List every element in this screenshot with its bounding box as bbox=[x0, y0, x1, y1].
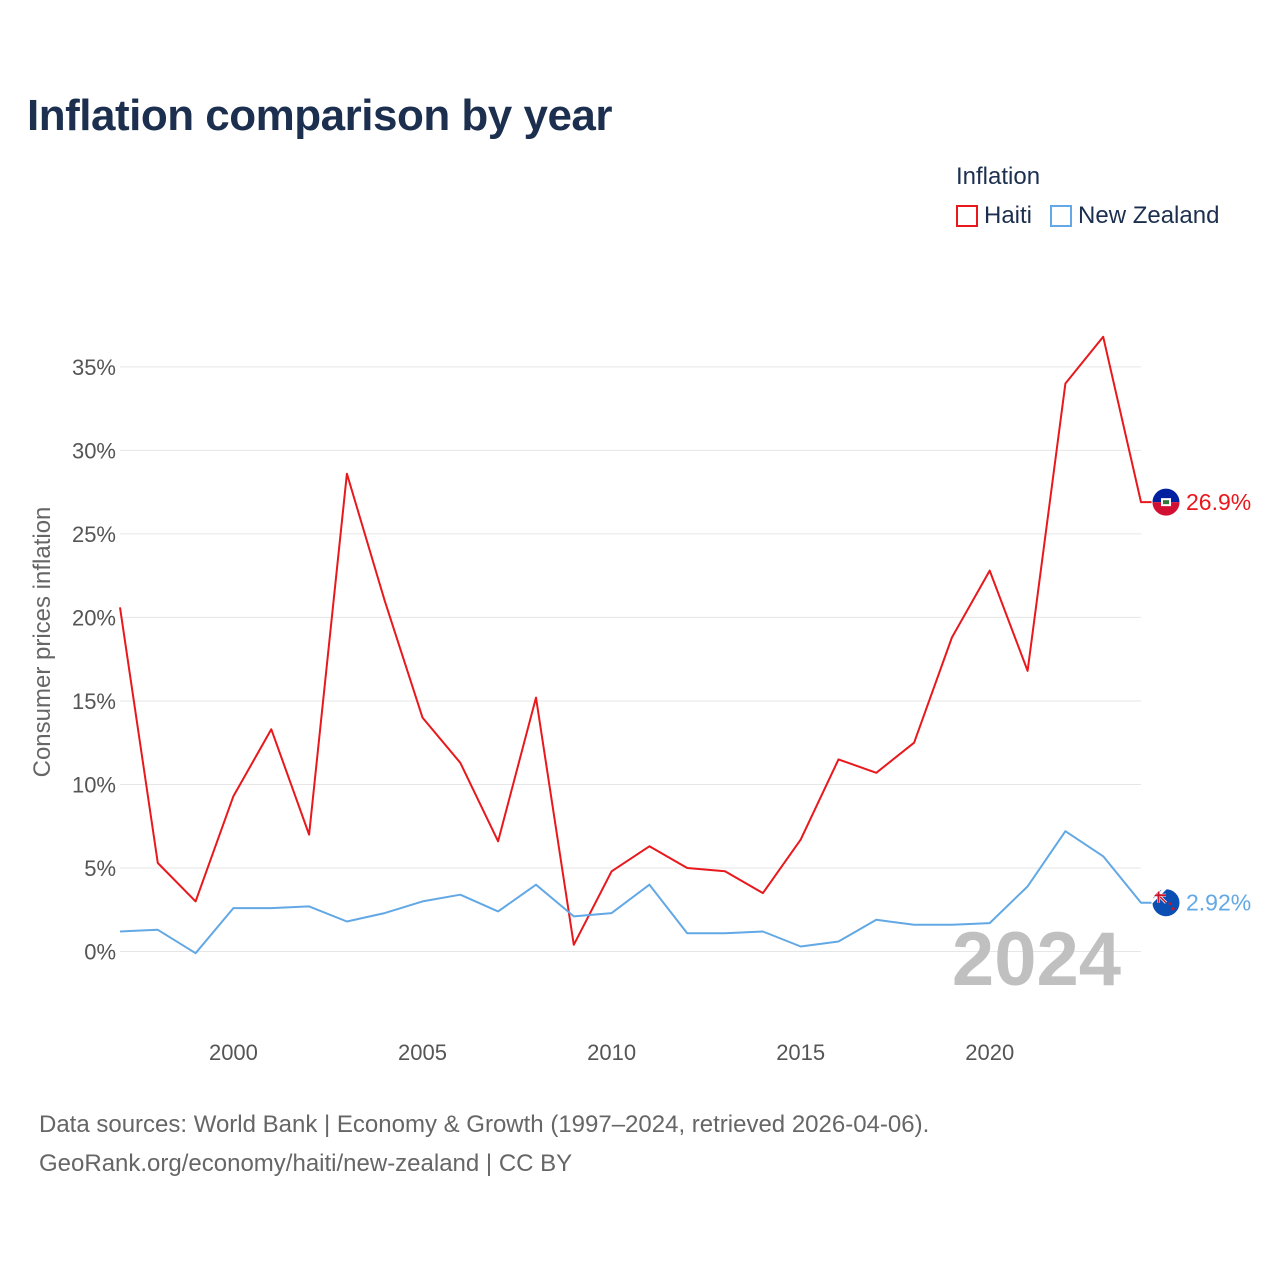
footer-sources: Data sources: World Bank | Economy & Gro… bbox=[39, 1111, 930, 1138]
end-value-label-new-zealand: 2.92% bbox=[1186, 890, 1251, 916]
y-axis-title: Consumer prices inflation bbox=[29, 507, 56, 778]
series-line-new-zealand bbox=[119, 830, 1154, 955]
new-zealand-flag-icon bbox=[1151, 888, 1181, 918]
y-tick-label: 15% bbox=[72, 689, 116, 714]
legend-swatch-new-zealand bbox=[1050, 205, 1073, 227]
y-tick-label: 30% bbox=[72, 438, 116, 463]
legend-item-new-zealand[interactable]: New Zealand bbox=[1050, 202, 1219, 230]
y-tick-label: 20% bbox=[72, 605, 116, 630]
footer: Data sources: World Bank | Economy & Gro… bbox=[39, 1105, 929, 1183]
line-chart: 0% 5% 10% 15% 20% 25% 30% 35% 2000 2005 2010 2015 20… bbox=[29, 335, 1251, 1065]
x-tick-label: 2020 bbox=[965, 1040, 1014, 1065]
x-tick-label: 2015 bbox=[776, 1040, 825, 1065]
legend-swatch-haiti bbox=[956, 205, 978, 227]
haiti-flag-icon bbox=[1151, 487, 1181, 517]
series-line-haiti bbox=[119, 335, 1154, 946]
y-tick-label: 35% bbox=[72, 355, 116, 380]
legend-title: Inflation bbox=[956, 163, 1041, 190]
x-tick-label: 2000 bbox=[209, 1040, 258, 1065]
y-tick-label: 0% bbox=[84, 940, 116, 965]
x-tick-label: 2010 bbox=[587, 1040, 636, 1065]
y-tick-label: 5% bbox=[84, 856, 116, 881]
year-watermark: 2024 bbox=[952, 917, 1121, 1002]
legend-item-haiti[interactable]: Haiti bbox=[956, 202, 1032, 230]
legend-items: Haiti New Zealand bbox=[956, 202, 1219, 230]
chart-title: Inflation comparison by year bbox=[27, 91, 613, 140]
legend: Inflation Haiti New Zealand bbox=[956, 160, 1219, 230]
legend-label-new-zealand: New Zealand bbox=[1078, 202, 1220, 229]
y-tick-label: 10% bbox=[72, 772, 116, 797]
footer-link[interactable]: GeoRank.org/economy/haiti/new-zealand | … bbox=[39, 1150, 573, 1177]
legend-label-haiti: Haiti bbox=[984, 202, 1033, 229]
x-tick-label: 2005 bbox=[398, 1040, 447, 1065]
end-value-label-haiti: 26.9% bbox=[1186, 489, 1251, 515]
y-tick-label: 25% bbox=[72, 522, 116, 547]
